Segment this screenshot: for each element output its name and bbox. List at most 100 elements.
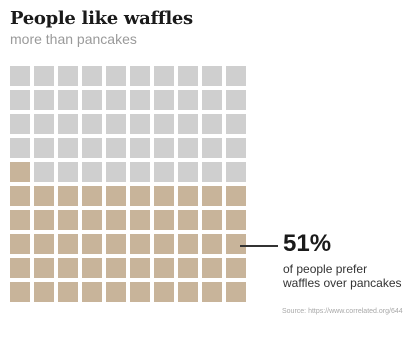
waffle-cell (106, 66, 126, 86)
waffle-cell (10, 114, 30, 134)
waffle-cell (82, 114, 102, 134)
waffle-cell (58, 90, 78, 110)
waffle-cell (130, 162, 150, 182)
waffle-cell-highlighted (106, 210, 126, 230)
waffle-cell-highlighted (82, 234, 102, 254)
waffle-cell-highlighted (10, 258, 30, 278)
waffle-cell-highlighted (10, 282, 30, 302)
waffle-cell-highlighted (226, 210, 246, 230)
waffle-cell-highlighted (58, 234, 78, 254)
waffle-cell (58, 162, 78, 182)
waffle-cell (82, 138, 102, 158)
waffle-cell-highlighted (202, 258, 222, 278)
waffle-cell-highlighted (10, 186, 30, 206)
waffle-cell (154, 162, 174, 182)
waffle-cell (34, 114, 54, 134)
waffle-cell-highlighted (34, 210, 54, 230)
callout-value: 51% (283, 230, 331, 258)
waffle-cell-highlighted (34, 186, 54, 206)
waffle-cell (34, 66, 54, 86)
waffle-cell (226, 114, 246, 134)
waffle-cell (82, 66, 102, 86)
waffle-cell-highlighted (154, 282, 174, 302)
waffle-cell (130, 114, 150, 134)
waffle-cell-highlighted (154, 234, 174, 254)
waffle-cell-highlighted (106, 282, 126, 302)
waffle-cell (202, 138, 222, 158)
waffle-cell (10, 66, 30, 86)
waffle-cell (82, 162, 102, 182)
waffle-cell-highlighted (82, 186, 102, 206)
waffle-cell (106, 114, 126, 134)
waffle-cell-highlighted (106, 186, 126, 206)
waffle-cell (58, 66, 78, 86)
waffle-cell-highlighted (106, 234, 126, 254)
waffle-cell (154, 90, 174, 110)
waffle-cell (202, 114, 222, 134)
waffle-cell (34, 90, 54, 110)
waffle-cell-highlighted (58, 186, 78, 206)
waffle-cell (178, 162, 198, 182)
waffle-cell (202, 162, 222, 182)
waffle-cell-highlighted (178, 282, 198, 302)
waffle-cell (226, 162, 246, 182)
waffle-cell-highlighted (58, 282, 78, 302)
waffle-cell (82, 90, 102, 110)
waffle-cell (202, 66, 222, 86)
waffle-cell (58, 114, 78, 134)
waffle-cell-highlighted (34, 282, 54, 302)
waffle-cell-highlighted (34, 234, 54, 254)
waffle-cell (226, 138, 246, 158)
waffle-cell (154, 138, 174, 158)
waffle-cell-highlighted (178, 210, 198, 230)
waffle-cell-highlighted (82, 282, 102, 302)
waffle-cell-highlighted (226, 282, 246, 302)
waffle-cell-highlighted (130, 210, 150, 230)
waffle-cell (202, 90, 222, 110)
waffle-cell (154, 114, 174, 134)
waffle-cell-highlighted (154, 186, 174, 206)
waffle-cell-highlighted (130, 258, 150, 278)
waffle-cell-highlighted (202, 186, 222, 206)
waffle-cell-highlighted (10, 234, 30, 254)
waffle-cell (10, 138, 30, 158)
source-note: Source: https://www.correlated.org/644 (282, 308, 403, 315)
waffle-cell-highlighted (10, 162, 30, 182)
callout-text: of people prefer waffles over pancakes (283, 262, 403, 290)
waffle-cell-highlighted (226, 186, 246, 206)
waffle-cell (106, 138, 126, 158)
waffle-cell (154, 66, 174, 86)
waffle-cell-highlighted (226, 258, 246, 278)
waffle-cell (58, 138, 78, 158)
waffle-cell-highlighted (130, 234, 150, 254)
waffle-cell (106, 162, 126, 182)
waffle-cell-highlighted (34, 258, 54, 278)
waffle-cell-highlighted (178, 234, 198, 254)
waffle-cell (130, 66, 150, 86)
waffle-cell (106, 90, 126, 110)
waffle-cell-highlighted (82, 210, 102, 230)
waffle-cell (226, 66, 246, 86)
waffle-cell-highlighted (202, 282, 222, 302)
waffle-cell-highlighted (178, 258, 198, 278)
waffle-cell (130, 138, 150, 158)
waffle-cell-highlighted (154, 210, 174, 230)
waffle-cell-highlighted (202, 234, 222, 254)
waffle-cell (34, 162, 54, 182)
waffle-cell (178, 90, 198, 110)
waffle-cell (226, 90, 246, 110)
waffle-cell-highlighted (130, 282, 150, 302)
waffle-cell-highlighted (58, 258, 78, 278)
callout-line (240, 245, 278, 247)
waffle-cell (10, 90, 30, 110)
waffle-cell (178, 114, 198, 134)
waffle-cell-highlighted (130, 186, 150, 206)
waffle-cell (178, 138, 198, 158)
waffle-cell-highlighted (226, 234, 246, 254)
waffle-cell-highlighted (10, 210, 30, 230)
waffle-cell (178, 66, 198, 86)
waffle-cell-highlighted (154, 258, 174, 278)
waffle-cell-highlighted (202, 210, 222, 230)
waffle-cell-highlighted (178, 186, 198, 206)
waffle-cell (34, 138, 54, 158)
